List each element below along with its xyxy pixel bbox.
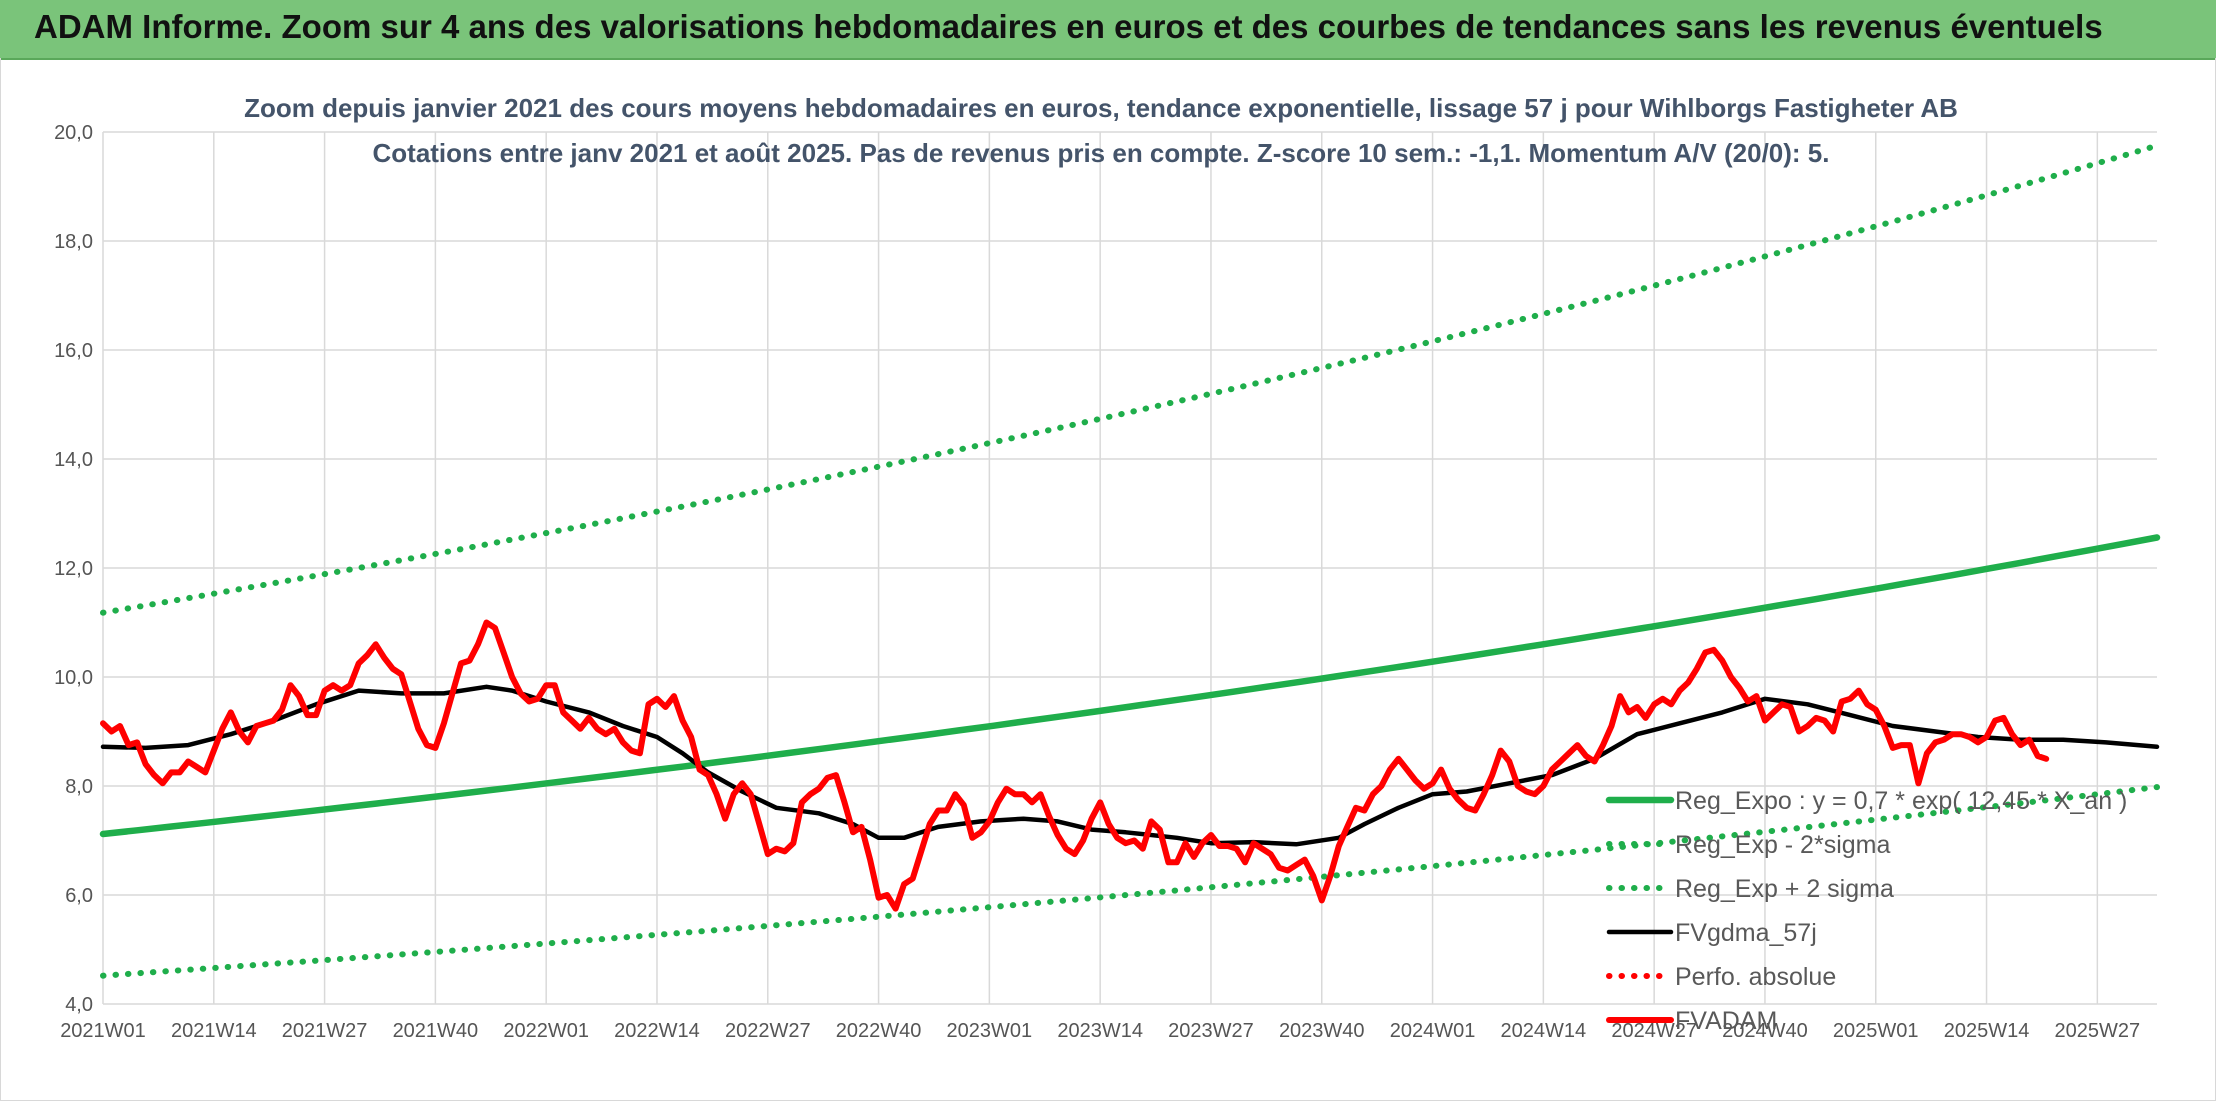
x-tick-label: 2023W01 (947, 1020, 1033, 1042)
y-tick-label: 14,0 (54, 449, 93, 471)
report-banner: ADAM Informe. Zoom sur 4 ans des valoris… (0, 0, 2216, 60)
x-tick-label: 2024W14 (1501, 1020, 1587, 1042)
x-tick-label: 2023W14 (1057, 1020, 1143, 1042)
legend-entry-reg-exp-2-sigma: Reg_Exp - 2*sigma (1675, 831, 1890, 859)
y-tick-label: 16,0 (54, 340, 93, 362)
x-tick-label: 2022W01 (503, 1020, 589, 1042)
x-tick-label: 2023W27 (1168, 1020, 1254, 1042)
legend-entry-reg-expo-y-0-7-exp-12-45-x-an: Reg_Expo : y = 0,7 * exp( 12,45 * X_an ) (1675, 787, 2127, 815)
chart-ticks: 4,0 6,0 8,0 10,0 12,0 14,0 16,0 18,0 20,0 2021W01… (54, 122, 2140, 1042)
y-tick-label: 10,0 (54, 667, 93, 689)
chart-grid (102, 131, 2157, 1005)
x-tick-label: 2025W01 (1833, 1020, 1919, 1042)
legend-entry-fvadam: FVADAM (1675, 1007, 1777, 1035)
x-tick-label: 2022W40 (836, 1020, 922, 1042)
y-tick-label: 6,0 (65, 885, 93, 907)
y-tick-label: 20,0 (54, 122, 93, 144)
y-tick-label: 12,0 (54, 558, 93, 580)
chart-title: Zoom depuis janvier 2021 des cours moyen… (244, 93, 1958, 123)
x-tick-label: 2021W14 (171, 1020, 257, 1042)
x-tick-label: 2024W40 (1722, 1020, 1808, 1042)
legend-entry-perfo-absolue: Perfo. absolue (1675, 963, 1836, 991)
x-tick-label: 2021W40 (393, 1020, 479, 1042)
line-chart: 4,0 6,0 8,0 10,0 12,0 14,0 16,0 18,0 20,0 2021W01… (54, 93, 2161, 1042)
x-tick-label: 2024W27 (1611, 1020, 1697, 1042)
chart-legend: Reg_Expo : y = 0,7 * exp( 12,45 * X_an )… (1605, 787, 2127, 1035)
series-reg-expo-y-0-7-exp-12-45-x-an (99, 534, 2161, 838)
series-fvgdma-57j (100, 684, 2160, 847)
x-tick-label: 2021W27 (282, 1020, 368, 1042)
y-tick-label: 18,0 (54, 231, 93, 253)
chart-frame: 4,0 6,0 8,0 10,0 12,0 14,0 16,0 18,0 20,0 2021W01… (0, 58, 2216, 1101)
x-tick-label: 2022W27 (725, 1020, 811, 1042)
x-tick-label: 2024W01 (1390, 1020, 1476, 1042)
x-tick-label: 2021W01 (60, 1020, 146, 1042)
legend-entry-reg-exp-2-sigma: Reg_Exp + 2 sigma (1675, 875, 1894, 903)
y-tick-label: 8,0 (65, 776, 93, 798)
x-tick-label: 2022W14 (614, 1020, 700, 1042)
series-fvadam (100, 619, 2050, 912)
x-tick-label: 2025W27 (2055, 1020, 2141, 1042)
series-reg-exp-2-sigma (100, 142, 2160, 616)
x-tick-label: 2025W14 (1944, 1020, 2030, 1042)
chart-subtitle: Cotations entre janv 2021 et août 2025. … (373, 138, 1830, 168)
y-tick-label: 4,0 (65, 994, 93, 1016)
report-title: ADAM Informe. Zoom sur 4 ans des valoris… (34, 8, 2103, 45)
x-tick-label: 2023W40 (1279, 1020, 1365, 1042)
legend-entry-fvgdma-57j: FVgdma_57j (1675, 919, 1817, 947)
chart-series (99, 142, 2161, 979)
